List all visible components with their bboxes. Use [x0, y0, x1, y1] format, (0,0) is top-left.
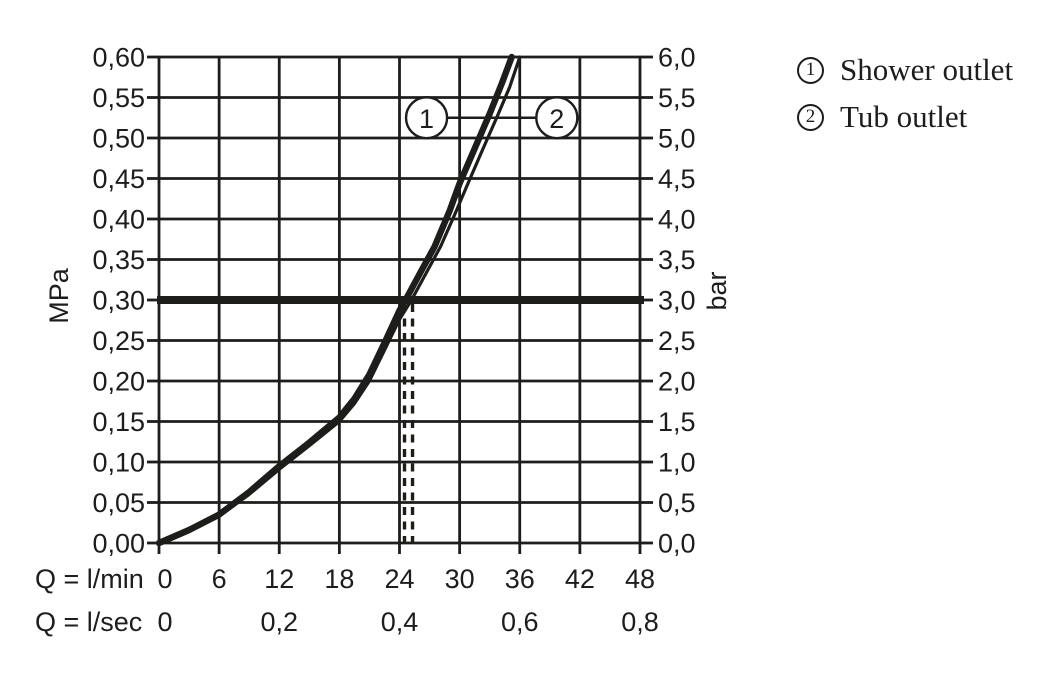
svg-text:0,45: 0,45	[92, 164, 145, 194]
legend-symbol-1-icon: 1	[797, 56, 824, 84]
svg-text:0: 0	[157, 564, 172, 594]
legend-label-tub-outlet: Tub outlet	[840, 99, 968, 134]
svg-text:36: 36	[505, 564, 535, 594]
svg-text:5,0: 5,0	[658, 124, 696, 154]
svg-text:0,55: 0,55	[92, 83, 145, 113]
svg-text:1: 1	[419, 104, 434, 134]
svg-text:0,5: 0,5	[658, 488, 696, 518]
svg-text:4,0: 4,0	[658, 205, 696, 235]
svg-text:4,5: 4,5	[658, 164, 696, 194]
left-axis-unit-label: MPa	[44, 268, 74, 324]
svg-text:0,60: 0,60	[92, 43, 145, 73]
svg-text:18: 18	[324, 564, 354, 594]
svg-text:0,20: 0,20	[92, 367, 145, 397]
svg-text:0,15: 0,15	[92, 407, 145, 437]
svg-text:3,5: 3,5	[658, 245, 696, 275]
svg-text:42: 42	[565, 564, 595, 594]
svg-text:0,10: 0,10	[92, 448, 145, 478]
svg-text:0,25: 0,25	[92, 326, 145, 356]
legend-label-shower-outlet: Shower outlet	[840, 52, 1014, 87]
svg-text:0,00: 0,00	[92, 529, 145, 559]
svg-text:48: 48	[625, 564, 655, 594]
svg-text:0,0: 0,0	[658, 529, 696, 559]
svg-text:0,50: 0,50	[92, 124, 145, 154]
legend-item-shower-outlet: 1 Shower outlet	[797, 52, 1013, 88]
svg-text:0,6: 0,6	[501, 607, 539, 637]
svg-text:0,30: 0,30	[92, 286, 145, 316]
right-axis-unit-label: bar	[702, 271, 732, 311]
svg-text:24: 24	[384, 564, 414, 594]
svg-text:2,0: 2,0	[658, 367, 696, 397]
svg-text:5,5: 5,5	[658, 83, 696, 113]
x-axis-label-lmin: Q = l/min	[35, 564, 144, 594]
svg-text:0,05: 0,05	[92, 488, 145, 518]
svg-text:0,8: 0,8	[621, 607, 659, 637]
svg-text:0,40: 0,40	[92, 205, 145, 235]
svg-text:2: 2	[549, 104, 564, 134]
svg-text:0: 0	[157, 607, 172, 637]
svg-text:0,4: 0,4	[381, 607, 419, 637]
svg-text:6,0: 6,0	[658, 43, 696, 73]
svg-text:0,2: 0,2	[260, 607, 298, 637]
svg-text:6: 6	[212, 564, 227, 594]
svg-text:12: 12	[264, 564, 294, 594]
x-axis-label-lsec: Q = l/sec	[35, 607, 143, 637]
svg-text:1,5: 1,5	[658, 407, 696, 437]
legend-item-tub-outlet: 2 Tub outlet	[797, 99, 1013, 135]
svg-text:30: 30	[445, 564, 475, 594]
legend-symbol-2-icon: 2	[797, 103, 824, 131]
svg-text:1,0: 1,0	[658, 448, 696, 478]
svg-text:2,5: 2,5	[658, 326, 696, 356]
svg-text:0,35: 0,35	[92, 245, 145, 275]
svg-text:3,0: 3,0	[658, 286, 696, 316]
legend: 1 Shower outlet 2 Tub outlet	[797, 52, 1013, 135]
